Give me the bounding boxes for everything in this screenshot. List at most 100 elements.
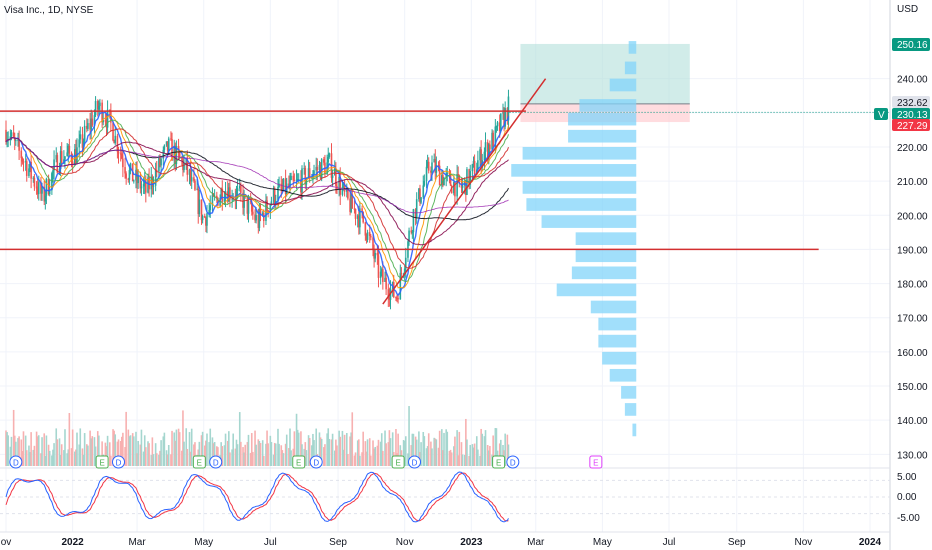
candle-body xyxy=(247,201,250,214)
candle-body xyxy=(5,129,7,142)
earnings-marker xyxy=(492,455,506,469)
volume-bar xyxy=(96,431,99,466)
position-zones xyxy=(509,43,890,123)
candle-body xyxy=(445,173,447,178)
volume-bar xyxy=(335,439,337,466)
volume-bar xyxy=(106,435,109,466)
volume-bar xyxy=(415,439,418,466)
volume-bar xyxy=(108,442,111,466)
candle-body xyxy=(397,298,399,300)
candle-body xyxy=(281,188,284,190)
candle-body xyxy=(388,297,391,300)
volume-bar xyxy=(412,433,415,466)
volume-bar xyxy=(119,441,122,466)
volume-bar xyxy=(376,445,379,466)
volume-bar xyxy=(101,441,103,466)
volume-bar xyxy=(6,432,8,466)
trend-lines[interactable] xyxy=(0,78,819,305)
candle-body xyxy=(68,145,71,154)
candle-body xyxy=(18,139,20,151)
candle-body xyxy=(443,177,445,186)
candle-body xyxy=(55,155,58,160)
volume-bar xyxy=(489,445,491,466)
x-tick-label: May xyxy=(593,537,612,548)
volume-bar xyxy=(471,444,474,466)
stop-price-tag: 227.29 xyxy=(892,119,930,132)
volume-bar xyxy=(411,433,414,466)
candle-body xyxy=(45,178,48,196)
volume-bar xyxy=(189,451,192,466)
volume-bar xyxy=(288,448,290,466)
candle-body xyxy=(236,188,239,191)
volume-bar xyxy=(186,448,189,466)
earnings-marker-label: E xyxy=(296,459,301,468)
candle-body xyxy=(89,123,91,130)
volume-bar xyxy=(127,429,130,466)
dividend-marker-label: D xyxy=(13,459,19,468)
candle-body xyxy=(114,135,117,144)
candle-body xyxy=(78,139,80,148)
volume-bar xyxy=(379,441,382,466)
volume-bar xyxy=(198,441,201,466)
earnings-marker xyxy=(192,455,206,469)
candle-body xyxy=(377,255,380,278)
volume-bar xyxy=(483,436,486,466)
candle-body xyxy=(385,277,387,290)
candle-body xyxy=(404,257,407,269)
volume-bar xyxy=(151,437,154,466)
volume-bar xyxy=(475,436,478,466)
volume-bar xyxy=(426,446,429,466)
volume-bar xyxy=(285,434,288,466)
volume-bar xyxy=(266,430,268,466)
volume-bar xyxy=(284,443,287,466)
candle-body xyxy=(507,96,510,121)
candle-body xyxy=(502,112,504,114)
volume-bar xyxy=(388,430,391,466)
volume-bar xyxy=(434,438,437,466)
volume-bar xyxy=(244,444,247,466)
volume-bar xyxy=(183,441,185,466)
volume-bar xyxy=(341,430,344,466)
candle-body xyxy=(242,192,244,208)
volume-bar xyxy=(44,455,47,466)
candle-body xyxy=(9,136,12,139)
volume-bar xyxy=(249,452,252,466)
candle-body xyxy=(197,188,200,215)
volume-bar xyxy=(47,444,50,466)
volume-bar xyxy=(235,439,238,466)
candle-body xyxy=(349,198,351,212)
candle-body xyxy=(209,205,212,211)
volume-bar xyxy=(231,449,233,466)
candle-body xyxy=(280,183,283,189)
y-tick-label: 160.00 xyxy=(897,348,928,359)
volume-bar xyxy=(368,438,371,466)
candle-body xyxy=(372,237,374,251)
candle-body xyxy=(87,123,89,129)
candle-body xyxy=(486,142,489,159)
candle-body xyxy=(203,215,206,218)
dividend-marker xyxy=(209,455,223,469)
volume-bar xyxy=(479,455,481,466)
chart-grid xyxy=(0,0,891,550)
volume-bar xyxy=(162,436,165,466)
volume-bar xyxy=(158,454,160,466)
volume-bar xyxy=(68,413,71,466)
volume-bar xyxy=(342,449,345,466)
volume-bar xyxy=(442,450,444,466)
candle-body xyxy=(362,211,364,223)
candle-body xyxy=(453,182,455,194)
volume-bar xyxy=(200,435,203,466)
dividend-marker-label: D xyxy=(412,459,418,468)
candle-body xyxy=(374,253,376,259)
candle-body xyxy=(35,186,38,189)
candle-body xyxy=(484,142,487,152)
x-tick-label: 2022 xyxy=(62,537,85,548)
candle-body xyxy=(91,118,94,126)
dividend-marker-label: D xyxy=(213,459,219,468)
candle-body xyxy=(234,197,237,201)
candle-body xyxy=(438,165,441,186)
volume-profile-bar xyxy=(598,317,637,331)
volume-bar xyxy=(113,430,115,466)
